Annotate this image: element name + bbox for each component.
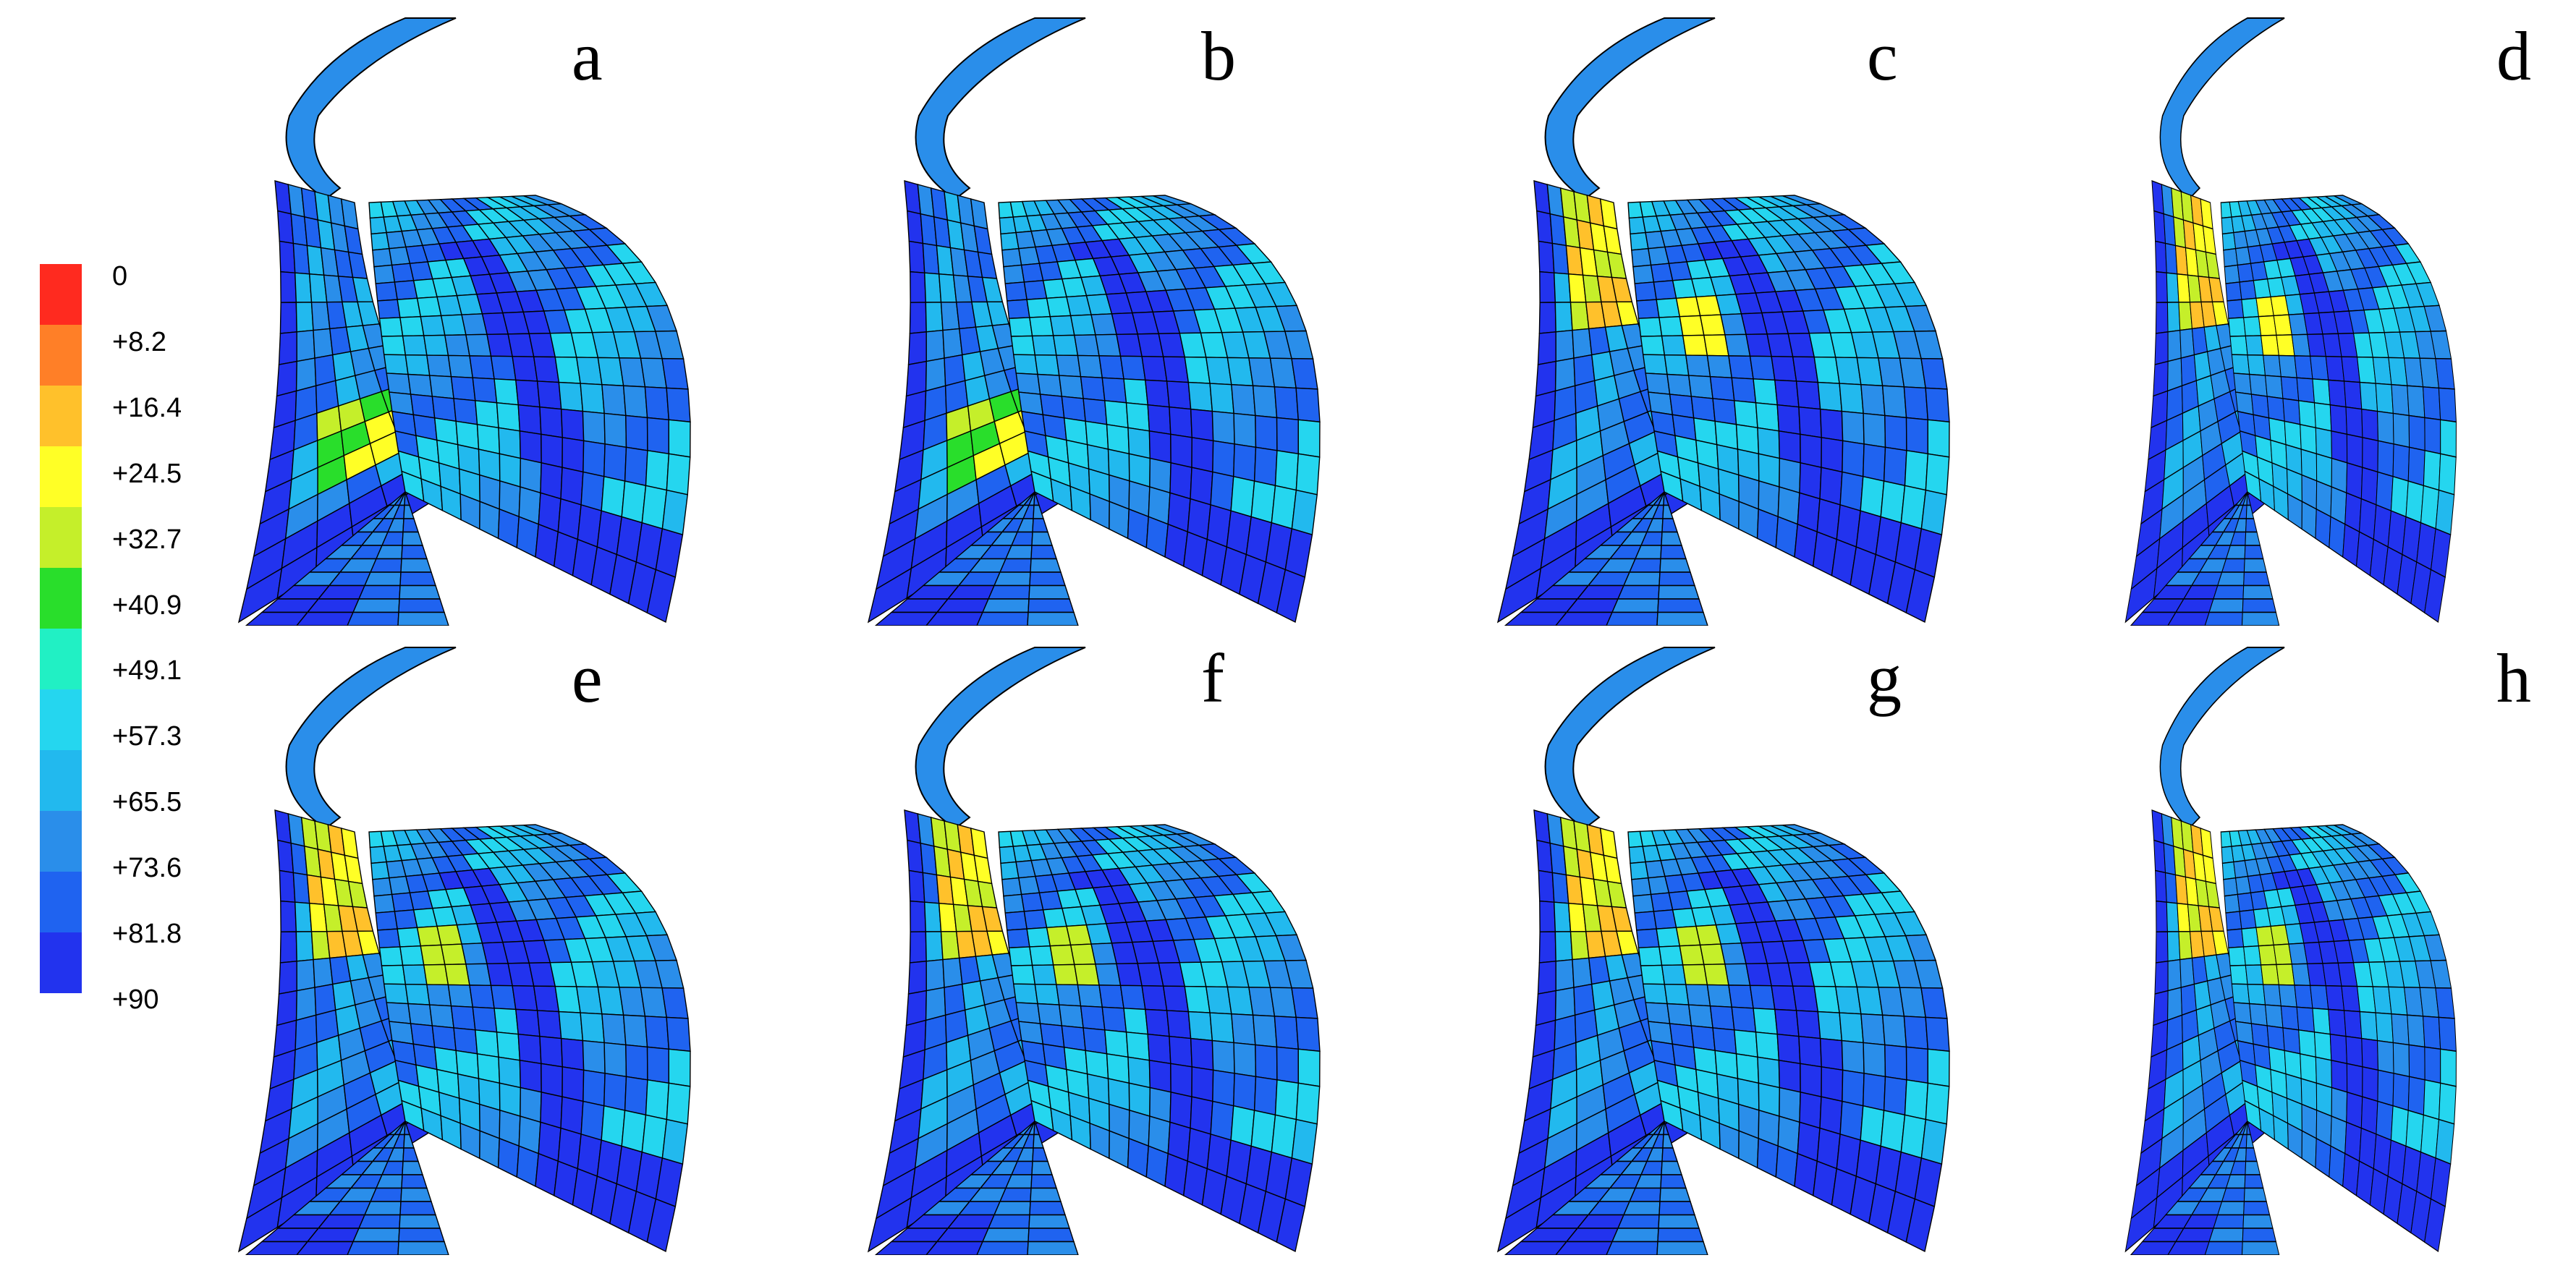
mesh [2124, 647, 2457, 1255]
legend-swatch [40, 507, 82, 568]
legend-swatch [40, 872, 82, 932]
surface-plot [867, 17, 1321, 626]
mesh [867, 17, 1321, 626]
panel-e: e [232, 644, 854, 1255]
legend-swatch [40, 325, 82, 386]
legend-label: +24.5 [112, 458, 182, 489]
legend-swatch [40, 446, 82, 507]
legend-swatch [40, 629, 82, 689]
panel-g: g [1491, 644, 2113, 1255]
legend-swatch [40, 811, 82, 872]
legend-label: +81.8 [112, 919, 182, 950]
legend-label: +8.2 [112, 326, 167, 357]
legend-swatch [40, 568, 82, 629]
mesh [237, 647, 691, 1255]
panel-label: h [2496, 639, 2531, 717]
legend-label: +16.4 [112, 392, 182, 423]
panel-f: f [861, 644, 1483, 1255]
legend-label: +49.1 [112, 655, 182, 686]
panel-a: a [232, 14, 854, 626]
legend-label: +65.5 [112, 787, 182, 818]
panel-label: a [572, 17, 603, 95]
surface-plot [1496, 17, 1950, 626]
legend-label: +73.6 [112, 853, 182, 884]
surface-plot [237, 647, 691, 1255]
surface-plot [237, 17, 691, 626]
legend-label: +90 [112, 985, 159, 1015]
panel-label: c [1867, 17, 1898, 95]
surface-plot [2124, 647, 2457, 1255]
legend-label: +40.9 [112, 590, 182, 621]
panel-b: b [861, 14, 1483, 626]
panel-label: d [2496, 17, 2531, 95]
panel-c: c [1491, 14, 2113, 626]
mesh [237, 17, 691, 626]
panel-label: e [572, 639, 603, 717]
panel-label: b [1201, 17, 1236, 95]
panel-label: f [1201, 639, 1224, 717]
legend-swatch [40, 386, 82, 446]
legend-swatch [40, 932, 82, 993]
legend-label: +57.3 [112, 721, 182, 752]
legend-label: +32.7 [112, 524, 182, 555]
legend-swatch [40, 689, 82, 750]
legend-swatch [40, 750, 82, 811]
legend-swatch [40, 264, 82, 325]
surface-plot [867, 647, 1321, 1255]
panel-label: g [1867, 639, 1902, 717]
panel-h: h [2120, 644, 2576, 1255]
mesh [867, 647, 1321, 1255]
mesh [1496, 647, 1950, 1255]
color-legend: 0 +8.2 +16.4 +24.5 +32.7 +40.9 +49.1 +57.3 +65.5… [40, 261, 228, 1031]
surface-plot [2124, 17, 2457, 626]
legend-label: 0 [112, 261, 128, 292]
mesh [1496, 17, 1950, 626]
mesh [2124, 17, 2457, 626]
surface-plot [1496, 647, 1950, 1255]
panel-d: d [2120, 14, 2576, 626]
